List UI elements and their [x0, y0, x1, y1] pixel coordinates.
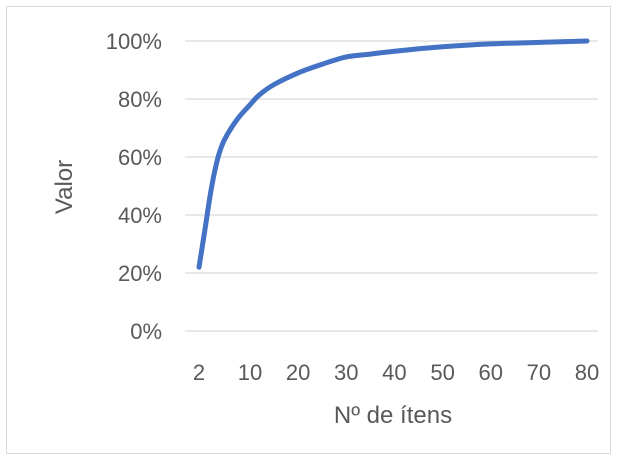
y-axis-title: Valor [51, 160, 78, 214]
chart-area [6, 6, 611, 454]
x-tick-label: 70 [527, 360, 551, 385]
x-axis-ticks: 2 10 20 30 40 50 60 70 80 [193, 360, 599, 385]
x-tick-label: 80 [575, 360, 599, 385]
y-tick-label: 100% [106, 29, 162, 54]
y-tick-label: 20% [118, 261, 162, 286]
series-layer [196, 38, 590, 270]
x-tick-label: 50 [430, 360, 454, 385]
x-tick-label: 30 [334, 360, 358, 385]
x-tick-label: 60 [478, 360, 502, 385]
y-tick-label: 40% [118, 203, 162, 228]
y-tick-label: 60% [118, 145, 162, 170]
series-line-0 [196, 38, 590, 270]
y-tick-label: 0% [130, 319, 162, 344]
x-tick-label: 40 [382, 360, 406, 385]
x-axis-title: Nº de ítens [334, 402, 452, 429]
gridlines [185, 40, 598, 332]
x-tick-label: 2 [193, 360, 205, 385]
x-tick-label: 20 [286, 360, 310, 385]
x-tick-label: 10 [238, 360, 262, 385]
y-tick-label: 80% [118, 87, 162, 112]
y-axis-ticks: 0% 20% 40% 60% 80% 100% [106, 29, 162, 344]
